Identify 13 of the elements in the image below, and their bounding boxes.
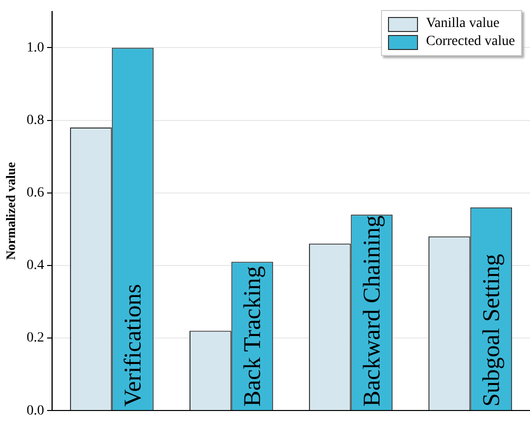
x-tick-label: Subgoal Setting bbox=[479, 254, 506, 407]
y-tick-label: 0.4 bbox=[26, 258, 44, 274]
x-tick-label: Verifications bbox=[120, 284, 147, 407]
y-tick-label: 0.0 bbox=[26, 403, 44, 418]
x-tick-label: Backward Chaining bbox=[360, 215, 386, 407]
legend-label: Vanilla value bbox=[426, 16, 500, 32]
legend-label: Corrected value bbox=[426, 34, 515, 50]
y-tick-label: 0.8 bbox=[26, 112, 44, 128]
x-tick-label: Back Tracking bbox=[240, 266, 266, 407]
y-tick-label: 1.0 bbox=[26, 40, 44, 56]
y-tick-label: 0.2 bbox=[26, 330, 44, 346]
y-axis-title: Normalized value bbox=[3, 162, 18, 260]
y-tick-label: 0.6 bbox=[26, 186, 44, 201]
